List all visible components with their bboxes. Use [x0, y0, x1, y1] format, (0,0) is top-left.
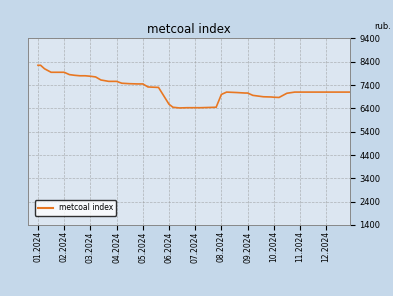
Title: metcoal index: metcoal index — [147, 23, 231, 36]
Text: rub.: rub. — [374, 22, 391, 31]
Legend: metcoal index: metcoal index — [35, 200, 116, 215]
